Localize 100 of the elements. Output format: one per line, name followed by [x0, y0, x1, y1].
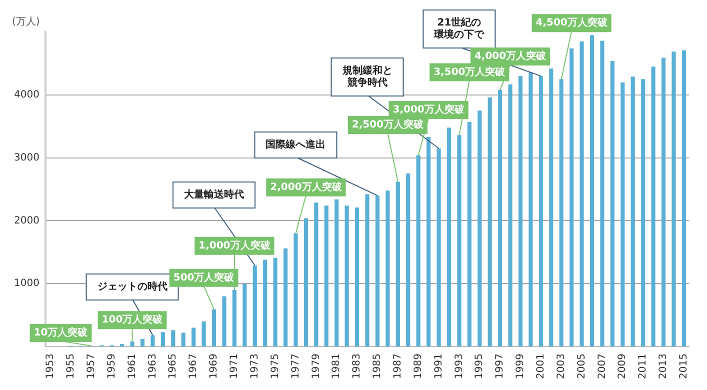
bar — [467, 122, 472, 347]
annotation: 大量輸送時代 — [183, 188, 244, 201]
bar — [498, 90, 502, 347]
bar — [232, 290, 236, 347]
x-tick-label: 1967 — [188, 354, 200, 380]
bar — [580, 41, 584, 347]
bar — [570, 48, 574, 347]
bar — [610, 60, 614, 347]
bar — [396, 182, 400, 347]
bar — [538, 76, 543, 347]
x-tick-label: 1953 — [45, 354, 56, 380]
annotation: 3,500万人突破 — [434, 66, 506, 78]
x-tick-label: 1997 — [494, 354, 506, 380]
x-tick-label: 1971 — [229, 354, 240, 380]
bar — [192, 328, 196, 347]
bar — [651, 66, 656, 347]
bar — [620, 82, 625, 347]
x-tick-label: 1987 — [392, 354, 404, 380]
annotation: 100万人突破 — [102, 314, 164, 326]
annotation: 規制緩和と競争時代 — [341, 64, 392, 89]
bar — [160, 332, 165, 347]
x-tick-label: 1977 — [290, 354, 302, 380]
annotation: 10万人突破 — [34, 326, 89, 339]
bar — [630, 76, 635, 347]
annotation: ジェットの時代 — [97, 280, 168, 293]
x-tick-label: 1957 — [86, 354, 98, 380]
x-tick-label: 1965 — [168, 354, 179, 380]
bar — [273, 258, 278, 347]
bar — [120, 344, 124, 347]
bar — [304, 218, 308, 347]
x-tick-label: 1969 — [208, 354, 220, 380]
bar — [181, 332, 186, 347]
annotation: 2,500万人突破 — [352, 118, 424, 131]
x-tick-label: 1975 — [270, 354, 281, 380]
y-tick-label: 2000 — [14, 215, 40, 226]
bar — [324, 206, 328, 347]
bar — [416, 155, 420, 347]
bar — [150, 335, 155, 347]
bar — [283, 248, 288, 347]
x-tick-label: 2007 — [596, 354, 608, 380]
bar — [365, 194, 370, 347]
x-tick-label: 1995 — [474, 354, 486, 380]
bar — [334, 199, 339, 347]
x-tick-label: 1983 — [352, 354, 363, 380]
x-tick-label: 2013 — [658, 354, 670, 380]
bar — [202, 321, 206, 347]
x-tick-label: 1979 — [310, 354, 322, 380]
bar — [294, 233, 298, 347]
x-tick-label: 1993 — [454, 354, 465, 380]
bar — [140, 339, 145, 347]
x-tick-label: 2015 — [678, 354, 690, 380]
bar — [436, 148, 441, 347]
annotation: 3,000万人突破 — [392, 104, 466, 116]
bar — [661, 58, 666, 347]
x-tick-label: 1999 — [515, 354, 526, 380]
x-tick-label: 2001 — [536, 354, 547, 380]
bar — [590, 35, 594, 347]
bar — [252, 265, 257, 347]
bar — [130, 342, 134, 347]
bar — [344, 206, 349, 347]
bar — [478, 110, 482, 347]
bar — [171, 330, 176, 347]
bar — [457, 135, 462, 347]
x-tick-label: 1991 — [433, 354, 444, 380]
bar — [314, 202, 318, 347]
x-tick-label: 1973 — [249, 354, 260, 380]
x-tick-label: 1963 — [147, 354, 158, 380]
x-tick-label: 2009 — [617, 354, 628, 380]
bar — [242, 284, 247, 347]
bar — [375, 196, 380, 347]
x-tick-label: 1959 — [106, 354, 118, 380]
y-tick-label: 3000 — [14, 152, 40, 164]
x-tick-label: 1955 — [66, 354, 77, 380]
x-tick-label: 2003 — [556, 354, 567, 380]
x-tick-label: 1981 — [331, 354, 342, 380]
annotation: 4,500万人突破 — [536, 16, 608, 29]
x-tick-label: 1985 — [372, 354, 384, 380]
bar — [263, 260, 268, 347]
bar — [446, 128, 452, 347]
bar — [518, 76, 523, 347]
bar — [600, 40, 604, 347]
y-axis-title: (万人) — [12, 16, 40, 28]
annotation: 2,000万人突破 — [270, 180, 343, 193]
bar — [549, 68, 554, 347]
bar — [508, 84, 512, 347]
bar — [212, 309, 216, 347]
y-tick-label: 1000 — [14, 278, 40, 290]
x-tick-label: 1961 — [126, 354, 138, 380]
x-tick-label: 2011 — [638, 354, 649, 380]
bar — [528, 72, 533, 347]
bar — [641, 79, 646, 347]
bar — [406, 174, 410, 347]
bar — [222, 296, 226, 347]
annotation: 国際線へ進出 — [266, 138, 326, 151]
y-tick-label: 4000 — [14, 90, 40, 101]
bar — [386, 190, 390, 347]
x-tick-label: 2005 — [576, 354, 588, 380]
annotation: 1,000万人突破 — [198, 239, 272, 252]
annotation: 500万人突破 — [173, 272, 236, 284]
bar — [672, 52, 676, 347]
